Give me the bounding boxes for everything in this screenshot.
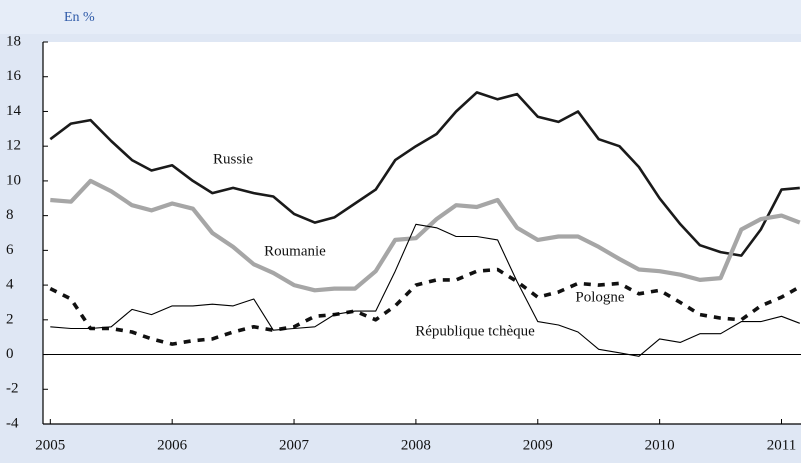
x-tick-label: 2011: [767, 437, 796, 453]
y-tick-label: 8: [6, 207, 14, 223]
series-label: Roumanie: [264, 243, 326, 259]
y-tick-label: 2: [6, 311, 14, 327]
y-tick-label: -4: [6, 415, 19, 431]
y-tick-label: 0: [6, 346, 14, 362]
y-tick-label: 18: [6, 33, 21, 49]
series-line: [49, 91, 800, 257]
header-band: [0, 0, 801, 34]
x-tick-label: 2009: [523, 437, 553, 453]
unit-label: En %: [64, 10, 95, 25]
x-tick-label: 2006: [157, 437, 188, 453]
y-tick-label: 4: [6, 277, 14, 293]
x-tick-label: 2007: [279, 437, 310, 453]
series-line: [50, 178, 801, 293]
series-line: [50, 223, 800, 357]
y-tick-label: 16: [6, 68, 22, 84]
y-tick-label: 12: [6, 138, 21, 154]
series-label: République tchèque: [415, 323, 535, 339]
x-tick-label: 2010: [645, 437, 675, 453]
y-tick-label: 10: [6, 172, 21, 188]
y-tick-label: -2: [6, 381, 19, 397]
series-line: [49, 267, 801, 346]
y-tick-label: 6: [6, 242, 14, 258]
x-tick-label: 2005: [35, 437, 65, 453]
x-tick-label: 2008: [401, 437, 431, 453]
y-tick-label: 14: [6, 103, 22, 119]
series-label: Russie: [213, 151, 253, 167]
series-label: Pologne: [575, 289, 625, 305]
